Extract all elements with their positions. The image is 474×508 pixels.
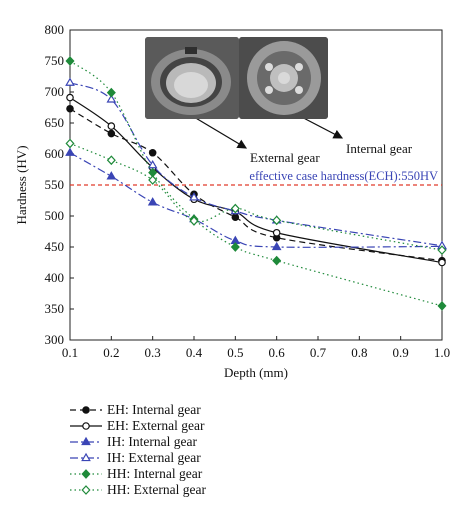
data-point <box>66 93 74 102</box>
data-point <box>106 155 116 166</box>
x-tick-label: 0.4 <box>186 345 203 360</box>
y-tick-label: 400 <box>45 270 65 285</box>
y-tick-label: 600 <box>45 146 65 161</box>
x-tick-label: 0.7 <box>310 345 327 360</box>
axes: 300 350 400 450 500 550 600 650 700 750 800 0.1 0.2 0… <box>14 22 450 380</box>
data-point <box>189 216 199 226</box>
legend-label: HH: External gear <box>107 482 206 497</box>
data-point <box>107 122 116 130</box>
ech-reference-label: effective case hardness(ECH):550HV <box>249 169 438 183</box>
data-point <box>106 171 117 180</box>
data-point <box>65 77 75 86</box>
data-point <box>271 241 282 251</box>
y-tick-label: 500 <box>45 208 65 223</box>
data-point <box>82 422 90 430</box>
legend-swatch-5 <box>70 485 102 495</box>
data-point <box>65 147 75 156</box>
series-line <box>69 152 443 248</box>
x-axis-label: Depth (mm) <box>224 365 288 380</box>
external-gear-arrow <box>193 116 248 149</box>
series-line <box>69 108 443 262</box>
legend-label: EH: External gear <box>107 418 205 433</box>
data-point <box>272 215 282 226</box>
y-tick-label: 650 <box>45 115 65 130</box>
data-point <box>65 56 75 66</box>
data-point <box>66 104 74 113</box>
legend-swatch-0 <box>70 406 102 414</box>
y-tick-label: 750 <box>45 53 65 68</box>
data-point <box>437 245 447 255</box>
x-tick-label: 0.9 <box>393 345 409 360</box>
data-point <box>230 242 240 252</box>
series-group <box>65 56 447 311</box>
data-point <box>82 406 90 414</box>
x-tick-label: 0.8 <box>351 345 367 360</box>
data-point <box>107 129 116 138</box>
external-gear-photo <box>145 37 239 119</box>
legend-item: EH: External gear <box>68 418 206 434</box>
legend-swatch-4 <box>70 469 102 479</box>
y-tick-label: 800 <box>45 22 65 37</box>
external-gear-label: External gear <box>250 150 320 165</box>
x-tick-label: 0.3 <box>145 345 161 360</box>
legend-label: IH: Internal gear <box>107 434 197 449</box>
legend-swatch-3 <box>70 452 102 462</box>
y-tick-label: 450 <box>45 239 65 254</box>
legend: EH: Internal gear EH: External gear IH: … <box>68 402 206 498</box>
data-point <box>106 94 117 103</box>
data-point <box>81 485 91 495</box>
y-tick-label: 700 <box>45 84 65 99</box>
legend-swatch-2 <box>70 436 102 446</box>
data-point <box>437 301 447 311</box>
data-point <box>189 192 199 201</box>
x-tick-label: 1.0 <box>434 345 450 360</box>
x-tick-label: 0.2 <box>103 345 119 360</box>
annotations: External gear Internal gear <box>193 111 413 165</box>
data-point <box>81 436 91 446</box>
data-point <box>81 452 91 462</box>
data-point <box>81 469 91 479</box>
x-tick-label: 0.1 <box>62 345 78 360</box>
series-hh-external-gear <box>65 138 447 255</box>
data-point <box>438 258 446 267</box>
legend-swatch-1 <box>70 422 102 430</box>
y-tick-label: 300 <box>45 332 65 347</box>
y-axis-label: Hardness (HV) <box>14 145 29 224</box>
x-tick-label: 0.5 <box>227 345 243 360</box>
data-point <box>65 138 75 149</box>
internal-gear-photo <box>239 37 328 119</box>
reference-line-group: effective case hardness(ECH):550HV <box>70 169 442 186</box>
data-point <box>148 148 157 157</box>
legend-label: IH: External gear <box>107 450 201 465</box>
legend-item: EH: Internal gear <box>68 402 206 418</box>
legend-item: HH: External gear <box>68 482 206 498</box>
legend-item: IH: External gear <box>68 450 206 466</box>
data-point <box>230 203 240 214</box>
y-tick-label: 550 <box>45 177 65 192</box>
data-point <box>148 175 158 185</box>
data-point <box>147 197 158 206</box>
legend-label: HH: Internal gear <box>107 466 203 481</box>
data-point <box>106 87 116 98</box>
y-tick-label: 350 <box>45 301 65 316</box>
series-line <box>69 82 443 247</box>
legend-label: EH: Internal gear <box>107 402 201 417</box>
data-point <box>272 228 281 237</box>
data-point <box>272 255 282 266</box>
legend-item: HH: Internal gear <box>68 466 206 482</box>
x-tick-label: 0.6 <box>269 345 286 360</box>
legend-item: IH: Internal gear <box>68 434 206 450</box>
internal-gear-label: Internal gear <box>346 141 413 156</box>
